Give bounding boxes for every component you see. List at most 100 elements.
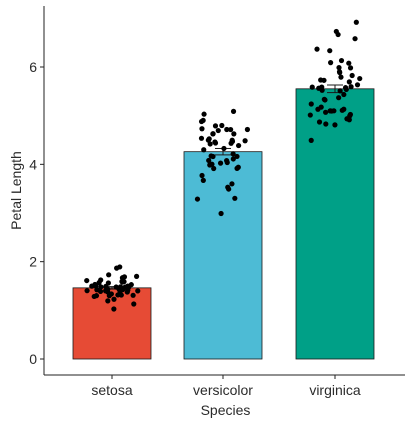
- x-tick-label-virginica: virginica: [309, 382, 361, 398]
- data-point-setosa: [135, 288, 141, 294]
- y-axis-title: Petal Length: [8, 151, 24, 230]
- data-point-virginica: [314, 46, 320, 52]
- data-point-setosa: [111, 306, 117, 312]
- data-point-versicolor: [200, 177, 206, 183]
- data-point-virginica: [336, 65, 342, 71]
- data-point-versicolor: [199, 172, 205, 179]
- data-point-virginica: [323, 121, 329, 127]
- y-tick-label: 4: [29, 156, 37, 172]
- y-tick-label: 2: [29, 254, 37, 270]
- data-point-setosa: [125, 287, 131, 293]
- data-point-versicolor: [228, 126, 234, 133]
- data-point-virginica: [341, 91, 347, 98]
- data-point-virginica: [328, 60, 334, 66]
- data-point-setosa: [133, 273, 140, 279]
- data-point-setosa: [130, 292, 136, 298]
- data-point-versicolor: [206, 157, 212, 164]
- y-tick-label: 0: [29, 351, 37, 367]
- data-point-versicolor: [194, 196, 201, 202]
- data-point-virginica: [322, 97, 328, 103]
- data-point-versicolor: [230, 156, 236, 162]
- data-point-versicolor: [242, 138, 248, 144]
- x-tick-label-setosa: setosa: [91, 382, 132, 398]
- data-point-virginica: [352, 36, 358, 42]
- data-point-setosa: [105, 280, 111, 286]
- data-point-virginica: [318, 104, 324, 110]
- data-point-versicolor: [217, 160, 224, 166]
- data-point-virginica: [309, 84, 315, 90]
- data-point-setosa: [98, 284, 104, 290]
- data-point-versicolor: [218, 210, 224, 217]
- data-point-setosa: [98, 277, 104, 283]
- data-point-versicolor: [199, 126, 205, 132]
- data-point-versicolor: [205, 137, 211, 143]
- data-point-virginica: [337, 88, 343, 94]
- data-point-virginica: [347, 111, 354, 118]
- data-point-virginica: [346, 117, 352, 123]
- data-point-virginica: [318, 77, 324, 83]
- data-point-setosa: [108, 291, 114, 297]
- data-point-versicolor: [221, 145, 227, 152]
- data-point-versicolor: [200, 117, 206, 123]
- data-point-setosa: [111, 296, 117, 302]
- data-point-versicolor: [201, 111, 207, 117]
- data-point-setosa: [117, 264, 123, 270]
- data-point-setosa: [106, 272, 112, 278]
- x-tick-label-versicolor: versicolor: [193, 382, 253, 398]
- data-point-virginica: [327, 48, 333, 54]
- bar-virginica: [295, 88, 375, 360]
- data-point-versicolor: [210, 131, 216, 137]
- data-point-virginica: [319, 87, 325, 93]
- data-point-virginica: [354, 82, 361, 88]
- data-point-versicolor: [209, 161, 215, 167]
- data-point-virginica: [349, 72, 355, 79]
- data-point-versicolor: [211, 165, 217, 172]
- data-point-versicolor: [198, 135, 205, 141]
- data-point-virginica: [348, 84, 354, 90]
- data-point-setosa: [84, 288, 90, 294]
- data-point-setosa: [119, 279, 125, 285]
- data-point-setosa: [93, 283, 99, 289]
- data-point-virginica: [333, 28, 339, 35]
- data-point-versicolor: [234, 165, 240, 171]
- data-point-versicolor: [224, 126, 230, 133]
- y-ticks: 0 2 4 6: [29, 59, 44, 367]
- data-point-virginica: [339, 107, 345, 113]
- data-point-virginica: [336, 95, 342, 101]
- data-point-virginica: [323, 109, 329, 115]
- data-point-setosa: [84, 277, 90, 284]
- data-point-setosa: [97, 288, 104, 294]
- data-point-virginica: [308, 101, 314, 107]
- data-point-versicolor: [229, 181, 235, 187]
- data-point-setosa: [89, 283, 95, 289]
- data-point-versicolor: [234, 153, 240, 160]
- data-point-setosa: [131, 301, 137, 307]
- data-point-versicolor: [230, 108, 237, 114]
- data-point-versicolor: [215, 127, 221, 134]
- data-point-versicolor: [201, 147, 207, 153]
- data-point-versicolor: [212, 140, 219, 146]
- data-point-virginica: [336, 69, 343, 75]
- data-point-virginica: [353, 19, 359, 25]
- data-point-setosa: [118, 286, 124, 293]
- data-point-versicolor: [219, 122, 225, 129]
- data-point-versicolor: [236, 142, 242, 149]
- bars-layer: [72, 88, 375, 360]
- data-point-versicolor: [212, 123, 219, 129]
- data-point-setosa: [113, 284, 119, 290]
- data-point-virginica: [332, 122, 338, 128]
- data-point-virginica: [331, 108, 337, 114]
- data-point-virginica: [347, 65, 354, 71]
- data-point-setosa: [93, 293, 100, 299]
- data-point-versicolor: [230, 151, 236, 157]
- data-point-virginica: [342, 85, 349, 91]
- data-point-versicolor: [226, 186, 232, 192]
- data-point-versicolor: [208, 153, 214, 159]
- y-tick-label: 6: [29, 59, 37, 75]
- x-axis-title: Species: [201, 402, 251, 418]
- data-point-virginica: [307, 112, 313, 118]
- data-point-virginica: [316, 119, 323, 125]
- data-point-virginica: [308, 137, 314, 143]
- data-point-setosa: [115, 292, 121, 298]
